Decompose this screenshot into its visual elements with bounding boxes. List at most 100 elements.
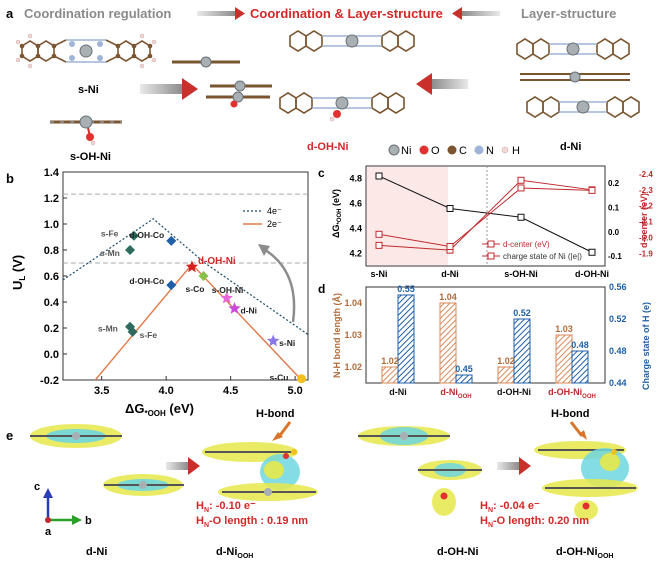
bar-nh-label-0: 1.02 — [381, 356, 399, 366]
point-d-OH-Ni — [185, 260, 199, 273]
trend-arrow — [261, 246, 296, 323]
hbond-arrowhead-right — [579, 430, 587, 440]
legend-2e-label: 2e⁻ — [267, 219, 282, 229]
bar-charge-label-3: 0.48 — [571, 340, 589, 350]
c-xtick-label-0: s-Ni — [370, 269, 387, 279]
molecule-s-ni — [15, 33, 157, 69]
d-xtick-main-0: d-Ni — [389, 387, 407, 397]
atom-legend: Ni O C N H — [388, 144, 520, 157]
charge-text-left: HN: -0.10 e⁻ — [196, 500, 256, 514]
c-ytick-dcenter-3: -2.2 — [639, 202, 653, 211]
ytick-label-2: 0.2 — [44, 323, 59, 335]
xtick-label-0: 3.5 — [94, 385, 109, 397]
arrow-a-left-head — [182, 78, 198, 100]
point-s-Mn — [125, 245, 136, 255]
d-ytick-left-1: 1.03 — [344, 330, 362, 340]
legend-o-label: O — [431, 145, 440, 157]
xtick-label-2: 4.5 — [223, 385, 238, 397]
point-d-OH-Co — [166, 280, 177, 291]
d-xtick-main-2: d-OH-Ni — [497, 387, 531, 397]
hbond-label-right: H-bond — [551, 408, 589, 420]
volcano-2e-line — [94, 263, 303, 381]
point-label-1: s-Mn — [100, 248, 120, 258]
d-xtick-label-1: d-NiOOH — [440, 387, 471, 400]
e-label-d-ni-ooh: d-NiOOH — [216, 546, 253, 560]
bar-charge-1 — [455, 374, 473, 384]
bar-charge-label-2: 0.52 — [513, 308, 531, 318]
c-ytick-left-2: 4.6 — [349, 199, 362, 209]
bar-nh-label-3: 1.03 — [555, 324, 573, 334]
c-ytick-dcenter-2: -2.1 — [639, 218, 653, 227]
point-label-2: d-OH-Co — [129, 230, 164, 240]
plot-c-ylabel-right: d-center (eV) — [639, 193, 649, 248]
panel-a-letter: a — [6, 6, 14, 21]
axis-c-label: c — [34, 481, 40, 493]
bar-nh-0 — [381, 366, 399, 384]
highlight-layer — [367, 167, 448, 265]
title-coordination-regulation: Coordination regulation — [24, 6, 171, 21]
header-arrowhead-left — [235, 7, 245, 20]
point-label-8: s-Ni — [279, 338, 295, 348]
ytick-label-1: 0.0 — [44, 349, 59, 361]
c-ytick-left-3: 4.8 — [349, 174, 362, 184]
legend-4e-label: 4e⁻ — [267, 206, 282, 216]
c-xtick-label-3: d-OH-Ni — [575, 269, 609, 279]
panel-a: a Coordination regulation Coordination &… — [6, 6, 640, 163]
marker-dg-0 — [375, 172, 383, 180]
plot-c-content: d-center (eV) charge state of Ni (|e|) 4.2… — [349, 166, 653, 279]
length-text-left: HN-O length : 0.19 nm — [196, 515, 308, 529]
legend-n-atom — [474, 145, 484, 155]
point-label-6: s-OH-Ni — [212, 285, 244, 295]
axis-triad: c b a — [34, 481, 92, 538]
arrow-a-right-shaft — [432, 79, 468, 89]
label-s-oh-ni: s-OH-Ni — [70, 151, 111, 163]
xtick-label-1: 4.0 — [159, 385, 174, 397]
length-text-right: HN-O length: 0.20 nm — [480, 515, 589, 529]
point-s-Fe — [127, 326, 138, 337]
c-ytick-charge-1: 0.0 — [608, 228, 620, 237]
legend-charge-label: charge state of Ni (|e|) — [503, 252, 582, 261]
bar-nh-2 — [497, 366, 515, 384]
arrow-e-right-head — [519, 457, 531, 475]
bar-nh-label-1: 1.04 — [439, 292, 457, 302]
c-xtick-label-1: d-Ni — [441, 269, 459, 279]
line-dg — [378, 175, 593, 253]
legend-c-label: C — [459, 145, 467, 157]
legend-ni-label: Ni — [401, 145, 411, 157]
charge-text-right: HN: -0.04 e⁻ — [480, 500, 540, 514]
c-ytick-dcenter-5: -2.4 — [639, 170, 653, 179]
marker-charge-0 — [375, 230, 383, 238]
point-d-OH-Co — [166, 235, 177, 246]
legend-dcenter-marker — [487, 240, 495, 248]
bar-charge-0 — [397, 294, 415, 384]
ytick-label-3: 0.4 — [44, 297, 60, 309]
axis-a-label: a — [45, 526, 52, 538]
arrow-e-left-head — [188, 457, 200, 475]
point-s-Fe — [128, 230, 139, 241]
trend-arrowhead — [258, 244, 270, 256]
marker-dcenter-0 — [375, 241, 383, 249]
marker-dcenter-2 — [517, 176, 525, 184]
ytick-label-0: -0.2 — [40, 375, 59, 387]
e-label-d-oh-ni-ooh: d-OH-NiOOH — [556, 546, 614, 560]
ytick-label-4: 0.6 — [44, 271, 59, 283]
arrow-e-right-shaft — [497, 462, 519, 470]
marker-charge-3 — [588, 186, 596, 194]
c-ytick-dcenter-4: -2.3 — [639, 186, 653, 195]
header-arrow-left — [197, 11, 235, 16]
panel-d-letter: d — [318, 282, 325, 296]
plot-d-frame — [365, 286, 606, 384]
ytick-label-5: 0.8 — [44, 245, 59, 257]
line-dcenter — [378, 179, 593, 251]
point-label-11: s-Cu — [270, 373, 289, 383]
marker-dg-2 — [517, 213, 525, 221]
d-xtick-main-3: d-OH-Ni — [548, 387, 582, 397]
point-label-0: s-Fe — [101, 229, 119, 239]
line-charge — [378, 187, 593, 248]
legend-ni-atom — [388, 144, 400, 156]
legend-c-atom — [447, 145, 457, 155]
point-d-Ni — [228, 302, 241, 314]
legend-h-label: H — [512, 145, 520, 157]
volcano-4e-line — [62, 218, 309, 335]
